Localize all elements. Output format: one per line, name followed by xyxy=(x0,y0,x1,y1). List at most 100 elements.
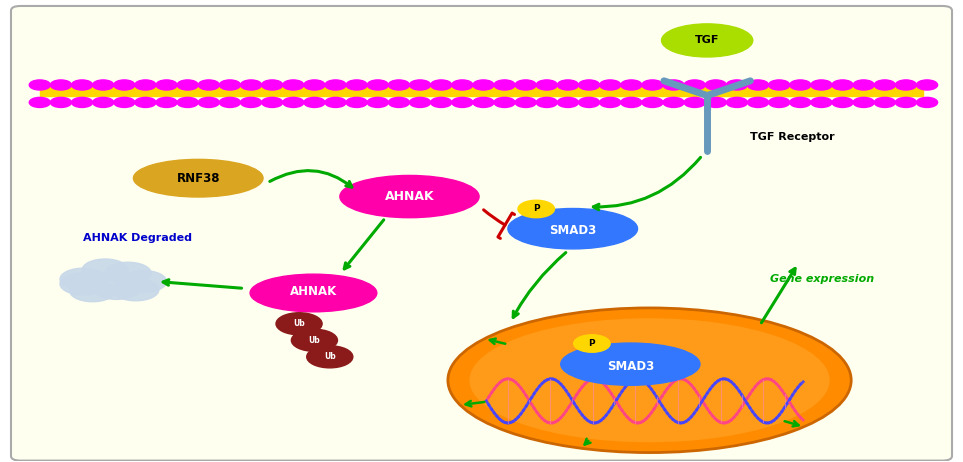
Circle shape xyxy=(346,80,367,90)
Circle shape xyxy=(135,97,156,108)
Circle shape xyxy=(220,97,241,108)
Circle shape xyxy=(452,80,473,90)
Circle shape xyxy=(430,97,452,108)
Circle shape xyxy=(367,80,388,90)
Bar xyxy=(39,86,924,96)
Text: TGF: TGF xyxy=(695,36,719,45)
Circle shape xyxy=(473,97,494,108)
Ellipse shape xyxy=(448,308,851,453)
Circle shape xyxy=(747,80,768,90)
Circle shape xyxy=(558,80,579,90)
Circle shape xyxy=(853,97,874,108)
Circle shape xyxy=(120,270,167,292)
Circle shape xyxy=(515,97,536,108)
Circle shape xyxy=(768,80,790,90)
Circle shape xyxy=(409,80,430,90)
Circle shape xyxy=(82,259,128,281)
Text: AHNAK Degraded: AHNAK Degraded xyxy=(83,233,192,243)
Ellipse shape xyxy=(250,274,377,312)
Circle shape xyxy=(388,97,409,108)
Circle shape xyxy=(307,346,352,368)
Circle shape xyxy=(853,80,874,90)
Circle shape xyxy=(29,80,50,90)
Circle shape xyxy=(113,279,159,301)
Ellipse shape xyxy=(134,159,263,197)
Text: RNF38: RNF38 xyxy=(176,172,220,185)
Text: TGF Receptor: TGF Receptor xyxy=(750,132,835,142)
Circle shape xyxy=(874,97,896,108)
Circle shape xyxy=(536,97,558,108)
Circle shape xyxy=(198,97,220,108)
Circle shape xyxy=(325,97,346,108)
Circle shape xyxy=(726,80,747,90)
Circle shape xyxy=(71,80,92,90)
Circle shape xyxy=(29,97,50,108)
Circle shape xyxy=(92,80,114,90)
Circle shape xyxy=(304,80,325,90)
Circle shape xyxy=(367,97,388,108)
Circle shape xyxy=(60,273,106,295)
Ellipse shape xyxy=(340,176,480,218)
Circle shape xyxy=(276,313,322,335)
Circle shape xyxy=(621,97,642,108)
Circle shape xyxy=(726,97,747,108)
Circle shape xyxy=(705,97,726,108)
Circle shape xyxy=(917,97,938,108)
Circle shape xyxy=(874,80,896,90)
Circle shape xyxy=(177,80,198,90)
Ellipse shape xyxy=(508,208,638,249)
Circle shape xyxy=(663,97,684,108)
Text: Ub: Ub xyxy=(293,319,305,328)
Circle shape xyxy=(60,268,106,290)
Circle shape xyxy=(684,97,705,108)
Text: AHNAK: AHNAK xyxy=(290,285,337,298)
Circle shape xyxy=(388,80,409,90)
Circle shape xyxy=(811,80,832,90)
Circle shape xyxy=(135,80,156,90)
Circle shape xyxy=(600,97,621,108)
Circle shape xyxy=(494,80,515,90)
Circle shape xyxy=(409,97,430,108)
Circle shape xyxy=(430,80,452,90)
Circle shape xyxy=(346,97,367,108)
Circle shape xyxy=(283,97,304,108)
Text: Ub: Ub xyxy=(308,336,321,345)
Circle shape xyxy=(790,80,811,90)
Circle shape xyxy=(684,80,705,90)
Circle shape xyxy=(663,80,684,90)
Circle shape xyxy=(515,80,536,90)
Circle shape xyxy=(114,80,135,90)
Circle shape xyxy=(69,280,116,302)
Text: SMAD3: SMAD3 xyxy=(607,359,654,372)
Circle shape xyxy=(50,80,71,90)
Circle shape xyxy=(558,97,579,108)
Circle shape xyxy=(705,80,726,90)
Circle shape xyxy=(642,80,663,90)
FancyBboxPatch shape xyxy=(11,6,952,461)
Circle shape xyxy=(579,97,600,108)
Text: SMAD3: SMAD3 xyxy=(549,224,596,237)
Circle shape xyxy=(156,80,177,90)
Circle shape xyxy=(304,97,325,108)
Text: P: P xyxy=(588,339,595,348)
Circle shape xyxy=(518,200,555,218)
Circle shape xyxy=(536,80,558,90)
Ellipse shape xyxy=(470,318,829,442)
Circle shape xyxy=(621,80,642,90)
Circle shape xyxy=(292,329,337,351)
Ellipse shape xyxy=(560,343,700,385)
Circle shape xyxy=(473,80,494,90)
Circle shape xyxy=(917,80,938,90)
Circle shape xyxy=(241,80,262,90)
Circle shape xyxy=(220,80,241,90)
Circle shape xyxy=(642,97,663,108)
Circle shape xyxy=(241,97,262,108)
Circle shape xyxy=(494,97,515,108)
Circle shape xyxy=(93,277,140,299)
Circle shape xyxy=(832,80,853,90)
Circle shape xyxy=(896,97,917,108)
Circle shape xyxy=(105,262,151,284)
Text: Gene expression: Gene expression xyxy=(769,274,873,284)
Circle shape xyxy=(579,80,600,90)
Circle shape xyxy=(896,80,917,90)
